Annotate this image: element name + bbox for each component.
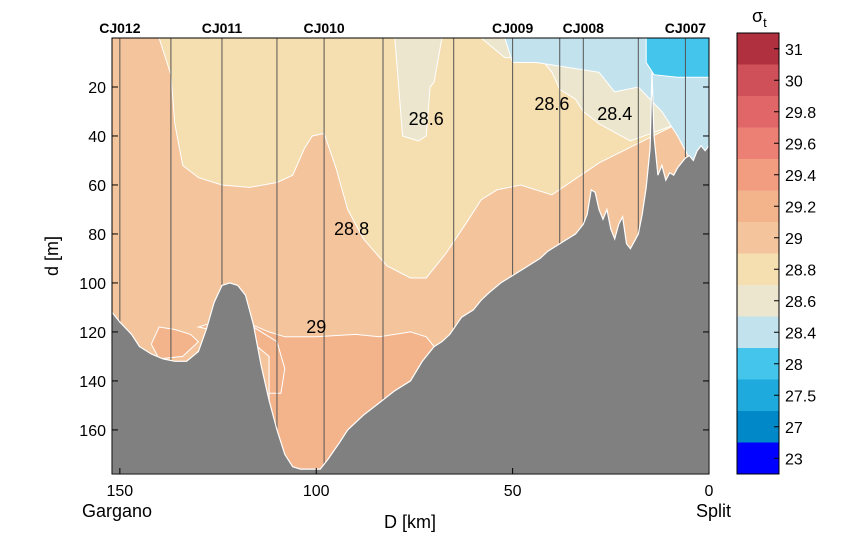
colorbar-segment [737, 316, 779, 348]
y-tick-label: 60 [88, 178, 106, 195]
y-tick-label: 100 [79, 276, 106, 293]
colorbar-segment [737, 159, 779, 191]
colorbar-label: 30 [785, 73, 803, 90]
station-label-cj010: CJ010 [303, 20, 344, 36]
colorbar-label: 28.8 [785, 262, 816, 279]
station-label-cj012: CJ012 [99, 20, 140, 36]
y-tick-label: 160 [79, 423, 106, 440]
station-label-cj008: CJ008 [563, 20, 604, 36]
colorbar-label: 29.6 [785, 136, 816, 153]
contour-label: 28.6 [409, 109, 444, 129]
left-end-label: Gargano [82, 501, 152, 521]
colorbar-label: 29.4 [785, 168, 816, 185]
density-region-28 [645, 38, 709, 78]
colorbar-label: 29 [785, 231, 803, 248]
colorbar-segment [737, 253, 779, 285]
colorbar-label: 23 [785, 451, 803, 468]
y-tick-label: 140 [79, 374, 106, 391]
colorbar-segment [737, 190, 779, 222]
seabed-bathymetry [112, 72, 709, 474]
colorbar-label: 29.2 [785, 199, 816, 216]
station-label-cj011: CJ011 [202, 20, 243, 36]
colorbar-label: 27 [785, 420, 803, 437]
colorbar-label: 28.4 [785, 325, 816, 342]
colorbar-segment [737, 285, 779, 317]
y-tick-label: 20 [88, 80, 106, 97]
density-region-28-8 [158, 38, 679, 279]
contour-label: 29 [306, 317, 326, 337]
colorbar-frame [736, 32, 780, 475]
y-axis-label: d [m] [42, 236, 62, 276]
x-tick-label: 100 [303, 483, 330, 500]
colorbar-segment [737, 127, 779, 159]
colorbar-title: σt [752, 6, 767, 30]
colorbar-segment [737, 64, 779, 96]
colorbar-label: 29.8 [785, 105, 816, 122]
colorbar-segment [737, 379, 779, 411]
y-tick-label: 120 [79, 325, 106, 342]
plot-frame [111, 37, 710, 475]
colorbar-label: 28 [785, 357, 803, 374]
station-label-cj009: CJ009 [492, 20, 533, 36]
contour-label: 28.4 [597, 104, 632, 124]
colorbar-label: 27.5 [785, 388, 816, 405]
station-label-cj007: CJ007 [665, 20, 706, 36]
contour-label: 28.8 [334, 219, 369, 239]
colorbar-segment [737, 96, 779, 128]
x-tick-label: 0 [705, 483, 714, 500]
colorbar-segment [737, 442, 779, 474]
y-tick-label: 40 [88, 129, 106, 146]
colorbar-segment [737, 222, 779, 254]
colorbar-segment [737, 348, 779, 380]
x-tick-label: 150 [107, 483, 134, 500]
x-tick-label: 50 [504, 483, 522, 500]
x-axis-label: D [km] [384, 512, 436, 532]
colorbar-segment [737, 33, 779, 65]
right-end-label: Split [696, 501, 731, 521]
colorbar-segment [737, 411, 779, 443]
colorbar-label: 31 [785, 42, 803, 59]
colorbar-label: 28.6 [785, 294, 816, 311]
contour-label: 28.6 [534, 94, 569, 114]
y-tick-label: 80 [88, 227, 106, 244]
